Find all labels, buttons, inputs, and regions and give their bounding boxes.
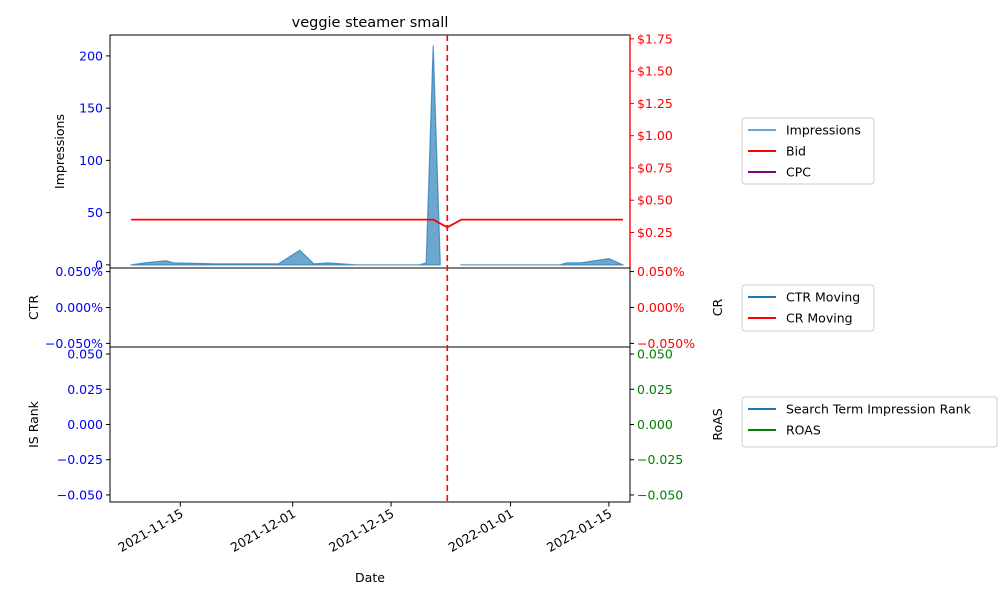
legend-rank-panel: Search Term Impression Rank ROAS [741, 396, 998, 448]
right-tick-label: −0.050% [637, 336, 695, 351]
legend-label: ROAS [786, 423, 821, 438]
chart-title: veggie steamer small [292, 15, 449, 31]
right-tick-label: $0.75 [637, 160, 673, 175]
legend-label: Impressions [786, 123, 861, 138]
right-tick-label: 0.050 [637, 347, 673, 362]
x-tick-label: 2021-11-15 [115, 506, 185, 555]
legend-label: Bid [786, 144, 806, 159]
left-tick-label: −0.050 [57, 487, 103, 502]
legend-impressions-panel: Impressions Bid CPC [741, 117, 875, 185]
left-tick-label: 0 [95, 257, 103, 272]
legend-label: Search Term Impression Rank [786, 402, 972, 417]
legend-label: CR Moving [786, 311, 853, 326]
right-tick-label: $0.25 [637, 225, 673, 240]
legend-box [741, 396, 998, 448]
right-tick-label: 0.050% [637, 264, 685, 279]
left-tick-label: 0.000% [55, 300, 103, 315]
left-tick-label: −0.025 [57, 452, 103, 467]
left-tick-label: 200 [79, 48, 103, 63]
panel-frame [109, 346, 631, 503]
panel-frame [109, 34, 631, 269]
series-impressions-area [130, 45, 441, 266]
right-tick-label: $0.50 [637, 193, 673, 208]
right-tick-label: −0.050 [637, 487, 683, 502]
right-axis-labels: CR RoAS [710, 298, 725, 440]
right-tick-label: $1.00 [637, 128, 673, 143]
left-axis-labels: Impressions CTR IS Rank [26, 114, 67, 448]
legend-label: CPC [786, 165, 811, 180]
panel-frame [109, 267, 631, 348]
right-tick-label: $1.75 [637, 31, 673, 46]
left-tick-label: 100 [79, 153, 103, 168]
right-axis-label: RoAS [710, 408, 725, 440]
right-tick-label: 0.025 [637, 382, 673, 397]
right-tick-label: −0.025 [637, 452, 683, 467]
left-tick-label: 0.050% [55, 264, 103, 279]
left-axis-label: CTR [26, 295, 41, 320]
left-tick-label: 0.025 [67, 382, 103, 397]
right-axis-label: CR [710, 298, 725, 316]
right-tick-label: $1.25 [637, 96, 673, 111]
series-impressions-area [459, 257, 624, 266]
left-axis-label: Impressions [52, 114, 67, 189]
right-tick-label: $1.50 [637, 64, 673, 79]
legend-label: CTR Moving [786, 290, 860, 305]
legend-box [741, 117, 875, 185]
x-tick-label: 2022-01-01 [446, 506, 516, 555]
ctr-cr-panel: 0.050% 0.000% −0.050% 0.050% 0.000% −0.050% [45, 264, 695, 351]
legend-ctr-panel: CTR Moving CR Moving [741, 284, 875, 332]
left-tick-label: 150 [79, 101, 103, 116]
x-tick-label: 2022-01-15 [544, 506, 614, 555]
series-bid-line [131, 218, 623, 229]
left-tick-label: −0.050% [45, 336, 103, 351]
x-axis: 2021-11-15 2021-12-01 2021-12-15 2022-01-01… [115, 502, 614, 555]
right-tick-label: 0.000 [637, 417, 673, 432]
left-tick-label: 0.050 [67, 347, 103, 362]
left-tick-label: 50 [87, 205, 103, 220]
x-axis-label: Date [355, 570, 385, 585]
impressions-bid-panel: 0 50 100 150 200 $0.25 $0.50 $0.75 $1.00 $1.25 $1.… [79, 31, 673, 272]
left-axis-label: IS Rank [26, 400, 41, 448]
x-tick-label: 2021-12-01 [228, 506, 298, 555]
x-tick-label: 2021-12-15 [326, 506, 396, 555]
right-tick-label: 0.000% [637, 300, 685, 315]
left-tick-label: 0.000 [67, 417, 103, 432]
isrank-roas-panel: 0.050 0.025 0.000 −0.025 −0.050 0.050 0.025 0.0… [57, 346, 683, 503]
